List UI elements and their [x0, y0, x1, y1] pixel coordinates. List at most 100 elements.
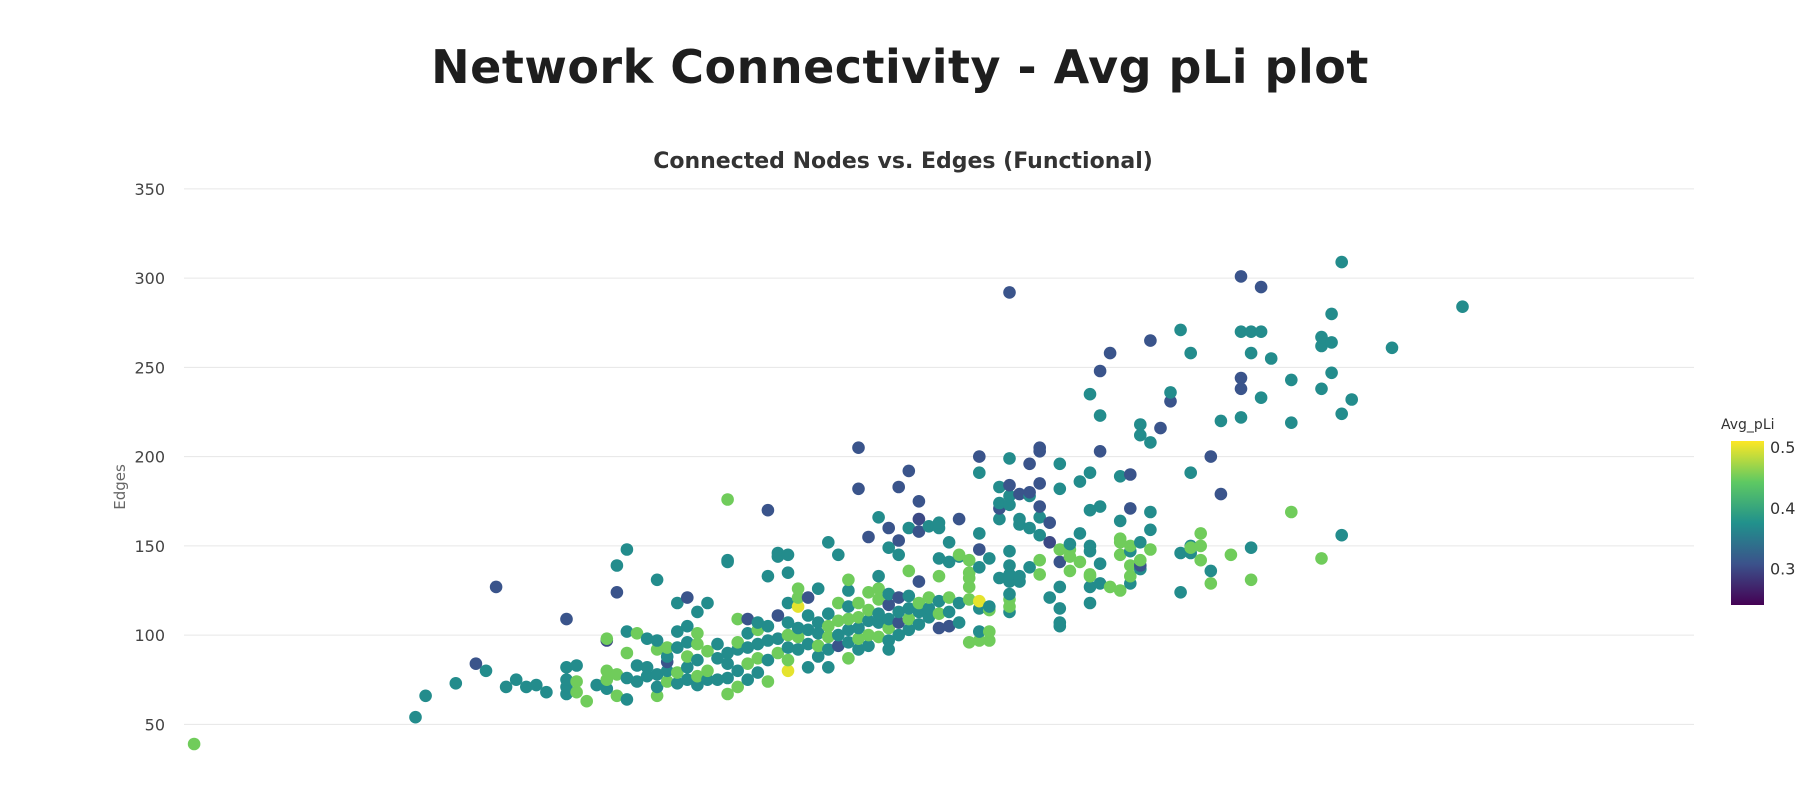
- data-point: [671, 596, 684, 610]
- data-point: [1003, 452, 1016, 465]
- data-point: [1003, 568, 1016, 581]
- data-point: [620, 671, 634, 685]
- data-point: [499, 680, 513, 694]
- data-point: [479, 664, 493, 678]
- data-point: [1204, 564, 1218, 578]
- data-point: [1204, 450, 1218, 463]
- data-point: [1234, 382, 1248, 396]
- data-point: [1033, 500, 1046, 513]
- data-point: [600, 673, 614, 686]
- data-point: [801, 591, 815, 604]
- data-point: [842, 573, 855, 587]
- data-point: [1214, 487, 1228, 501]
- data-point: [932, 516, 946, 529]
- data-point: [640, 661, 654, 674]
- data-point: [721, 493, 734, 506]
- data-point: [973, 625, 986, 638]
- data-point: [660, 641, 674, 654]
- data-point: [1325, 366, 1338, 380]
- data-point: [1003, 478, 1016, 492]
- data-point: [1073, 475, 1087, 488]
- data-point: [1345, 393, 1358, 406]
- data-point: [660, 675, 674, 688]
- data-point: [1053, 482, 1067, 496]
- data-point: [1385, 341, 1399, 355]
- data-point: [781, 548, 795, 562]
- data-point: [1053, 543, 1067, 556]
- y-tick-label: 100: [134, 626, 165, 645]
- data-point: [892, 591, 905, 604]
- data-point: [811, 627, 825, 640]
- y-tick-label: 50: [145, 715, 165, 734]
- data-point: [822, 643, 835, 656]
- data-point: [701, 644, 714, 658]
- data-point: [771, 632, 785, 645]
- data-point: [530, 678, 543, 692]
- data-point: [962, 566, 976, 579]
- data-points: [187, 255, 1469, 751]
- data-point: [983, 625, 996, 638]
- data-point: [721, 687, 734, 701]
- data-point: [791, 630, 805, 644]
- data-point: [811, 650, 825, 663]
- data-point: [691, 605, 704, 619]
- data-point: [882, 541, 895, 554]
- data-point: [1013, 569, 1026, 583]
- y-tick-label: 150: [134, 537, 165, 556]
- data-point: [822, 661, 835, 674]
- data-point: [1184, 541, 1197, 554]
- data-point: [1113, 584, 1127, 597]
- data-point: [449, 677, 463, 690]
- data-point: [1033, 441, 1046, 455]
- data-point: [1244, 325, 1258, 339]
- data-point: [1244, 541, 1258, 554]
- data-point: [1033, 511, 1046, 524]
- data-point: [650, 680, 664, 694]
- data-point: [892, 605, 905, 619]
- data-point: [902, 589, 916, 603]
- data-point: [973, 543, 986, 556]
- data-point: [832, 596, 845, 610]
- data-point: [409, 710, 422, 724]
- data-point: [892, 628, 905, 642]
- data-point: [691, 669, 704, 683]
- data-point: [1083, 596, 1097, 610]
- data-point: [852, 632, 865, 645]
- data-point: [1174, 323, 1187, 337]
- data-point: [1003, 286, 1016, 299]
- data-point: [1083, 387, 1097, 401]
- data-point: [650, 573, 664, 587]
- data-point: [973, 466, 986, 480]
- data-point: [1134, 428, 1147, 442]
- data-point: [650, 689, 664, 703]
- data-point: [1003, 587, 1016, 601]
- data-point: [731, 664, 744, 678]
- data-point: [842, 584, 855, 597]
- data-point: [1103, 580, 1117, 594]
- data-point: [1124, 569, 1137, 583]
- data-point: [882, 634, 895, 647]
- data-point: [691, 637, 704, 651]
- data-point: [1093, 577, 1107, 590]
- data-point: [1023, 521, 1036, 535]
- data-point: [1113, 514, 1127, 528]
- data-point: [761, 619, 775, 633]
- gridlines: [184, 188, 1694, 725]
- data-point: [1134, 553, 1147, 567]
- data-point: [983, 634, 996, 647]
- data-point: [952, 596, 966, 610]
- data-point: [1214, 414, 1228, 428]
- data-point: [852, 482, 865, 496]
- data-point: [932, 594, 946, 608]
- data-point: [932, 621, 946, 635]
- data-point: [1234, 325, 1248, 339]
- data-point: [691, 678, 704, 692]
- data-point: [1144, 436, 1157, 449]
- y-axis-title: Edges: [111, 464, 129, 510]
- data-point: [1234, 411, 1248, 424]
- data-point: [650, 668, 664, 681]
- data-point: [711, 652, 724, 665]
- data-point: [791, 621, 805, 635]
- data-point: [570, 685, 583, 699]
- data-point: [872, 630, 885, 644]
